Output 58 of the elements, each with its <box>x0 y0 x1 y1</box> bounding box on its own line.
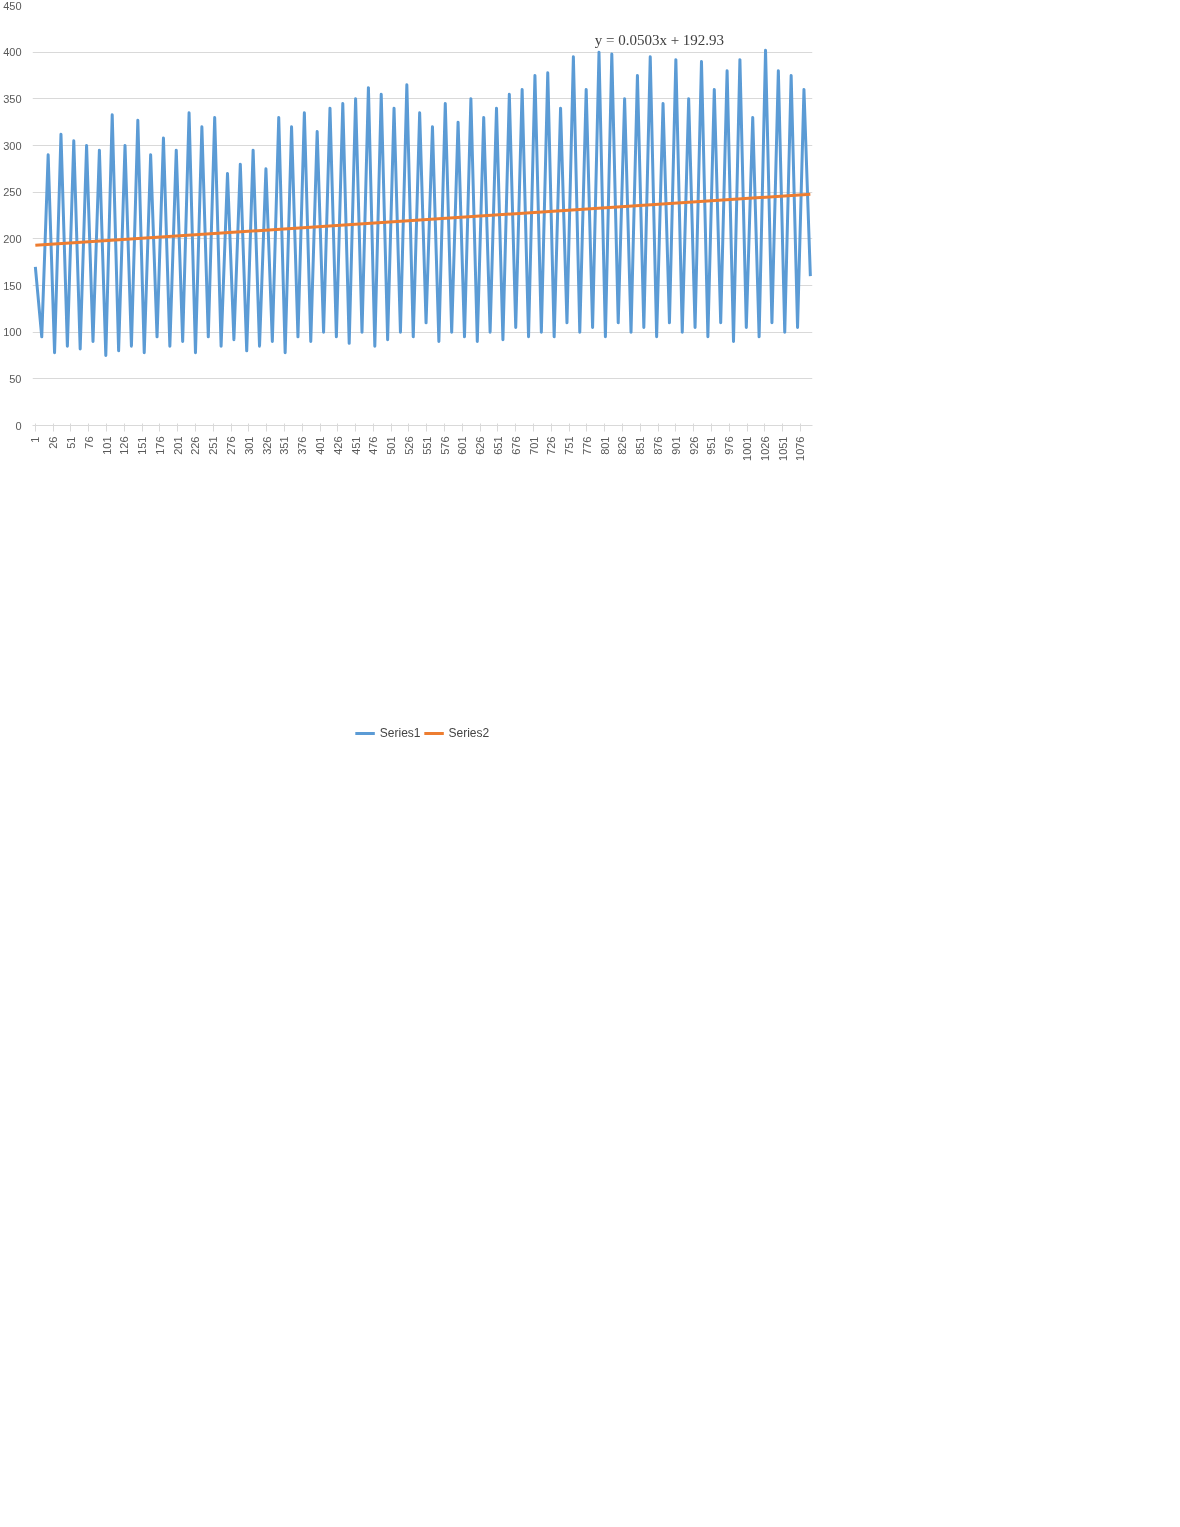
x-tick-label: 926 <box>687 436 700 455</box>
y-tick-label: 450 <box>3 0 22 12</box>
x-tick-label: 801 <box>598 436 611 455</box>
x-tick-label: 626 <box>474 436 487 455</box>
x-tick-label: 901 <box>669 436 682 455</box>
x-tick-label: 126 <box>118 436 131 455</box>
legend-label: Series2 <box>448 726 490 740</box>
x-tick-label: 701 <box>527 436 540 455</box>
y-tick-label: 0 <box>15 419 22 432</box>
x-tick-label: 426 <box>331 436 344 455</box>
x-tick-label: 851 <box>634 436 647 455</box>
x-tick-label: 1001 <box>741 436 754 461</box>
y-tick-label: 350 <box>3 92 22 105</box>
x-tick-label: 526 <box>402 436 415 455</box>
y-tick-label: 400 <box>3 46 22 59</box>
x-tick-label: 651 <box>491 436 504 455</box>
x-tick-label: 76 <box>82 436 95 449</box>
x-tick-label: 1026 <box>758 436 771 461</box>
x-tick-label: 301 <box>242 436 255 455</box>
x-tick-label: 376 <box>296 436 309 455</box>
x-tick-label: 476 <box>367 436 380 455</box>
y-tick-label: 200 <box>3 232 22 245</box>
x-tick-label: 226 <box>189 436 202 455</box>
x-tick-label: 1 <box>29 436 42 443</box>
x-tick-label: 51 <box>64 436 77 449</box>
x-tick-label: 451 <box>349 436 362 455</box>
x-tick-label: 951 <box>705 436 718 455</box>
y-tick-label: 150 <box>3 279 22 292</box>
x-tick-label: 1051 <box>776 436 789 461</box>
x-tick-label: 201 <box>171 436 184 455</box>
x-tick-label: 576 <box>438 436 451 455</box>
annotation: y = 0.0503x + 192.93 <box>594 31 725 48</box>
x-tick-label: 876 <box>652 436 665 455</box>
x-tick-label: 751 <box>563 436 576 455</box>
line-series <box>33 48 812 357</box>
x-tick-label: 551 <box>420 436 433 455</box>
x-tick-label: 251 <box>207 436 220 455</box>
x-tick-label: 176 <box>153 436 166 455</box>
x-tick-label: 26 <box>47 436 60 449</box>
x-tick-label: 101 <box>100 436 113 455</box>
x-tick-label: 601 <box>456 436 469 455</box>
x-tick-label: 676 <box>509 436 522 455</box>
x-tick-label: 976 <box>723 436 736 455</box>
x-tick-label: 826 <box>616 436 629 455</box>
x-tick-label: 401 <box>314 436 327 455</box>
x-tick-label: 351 <box>278 436 291 455</box>
y-tick-label: 50 <box>9 372 22 385</box>
x-tick-label: 776 <box>580 436 593 455</box>
legend-label: Series1 <box>379 726 421 740</box>
x-tick-label: 501 <box>385 436 398 455</box>
x-tick-label: 276 <box>225 436 238 455</box>
x-tick-label: 151 <box>136 436 149 455</box>
x-tick-label: 1076 <box>794 436 807 461</box>
y-tick-label: 250 <box>3 186 22 199</box>
x-tick-label: 326 <box>260 436 273 455</box>
x-tick-label: 726 <box>545 436 558 455</box>
y-tick-label: 300 <box>3 139 22 152</box>
y-tick-label: 100 <box>3 326 22 339</box>
